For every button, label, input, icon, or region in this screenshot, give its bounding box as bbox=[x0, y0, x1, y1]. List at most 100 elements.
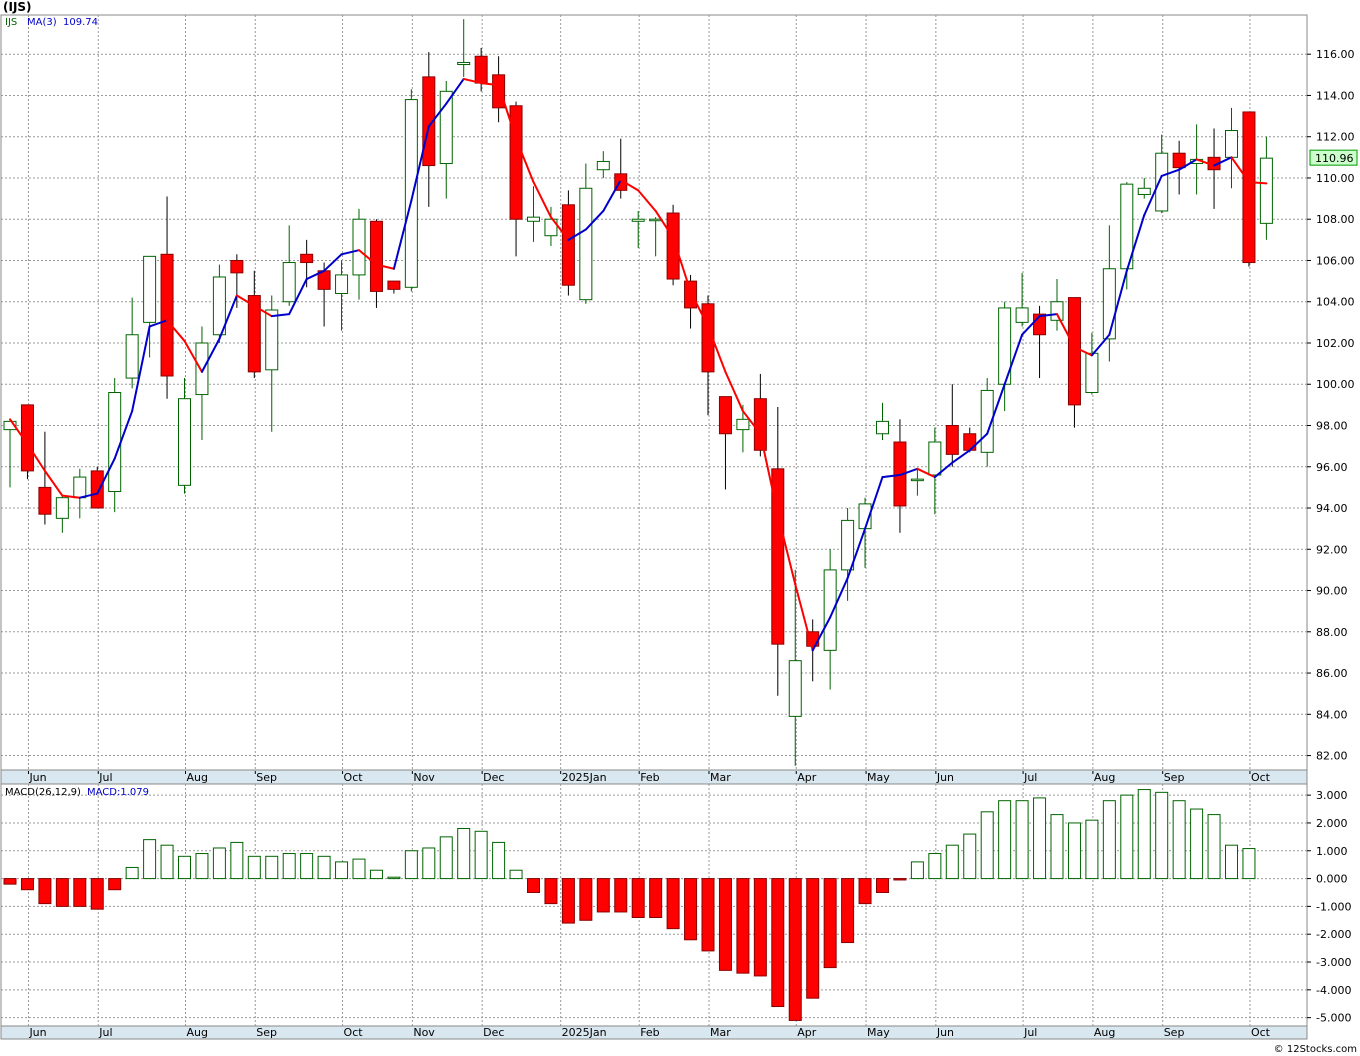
macd-bar-positive bbox=[457, 828, 471, 880]
price-panel: 82.00 84.00 86.00 88.00 90.00 92.00 94.00 96.00… bbox=[0, 14, 1355, 771]
macd-bar-positive bbox=[509, 869, 523, 880]
candle-up bbox=[631, 218, 645, 222]
candle-up bbox=[841, 519, 855, 571]
ma3-segment bbox=[1090, 333, 1111, 357]
month-label: Mar bbox=[710, 771, 731, 784]
macd-bar-positive bbox=[492, 841, 506, 880]
candle-down bbox=[300, 253, 314, 264]
macd-bar-negative bbox=[823, 878, 837, 969]
price-tick-label: 110.00 bbox=[1316, 172, 1355, 185]
candle-up bbox=[788, 660, 802, 717]
ma3-segment bbox=[1160, 168, 1181, 177]
macd-bar-negative bbox=[649, 878, 663, 919]
month-label-bottom: Feb bbox=[640, 1026, 659, 1039]
month-label-bottom: Nov bbox=[413, 1026, 435, 1039]
candle-up bbox=[1137, 187, 1151, 195]
ma3-segment bbox=[26, 443, 46, 472]
macd-bar-positive bbox=[317, 855, 331, 880]
ma3-segment bbox=[375, 263, 395, 270]
price-tick-label: 92.00 bbox=[1316, 543, 1348, 556]
month-label: 2025Jan bbox=[562, 771, 607, 784]
ma3-segment bbox=[951, 449, 971, 464]
ma3-segment bbox=[1230, 156, 1250, 184]
ma3-segment bbox=[1108, 269, 1128, 336]
ma3-segment bbox=[602, 179, 622, 212]
candle-up bbox=[3, 420, 17, 431]
month-label: Jul bbox=[1023, 771, 1037, 784]
macd-bar-positive bbox=[282, 853, 296, 880]
ma3-segment bbox=[427, 102, 448, 128]
macd-bar-negative bbox=[771, 878, 785, 1008]
ma3-segment bbox=[113, 410, 134, 460]
macd-bar-negative bbox=[631, 878, 645, 919]
candle-up bbox=[439, 90, 453, 165]
candle-up bbox=[579, 187, 593, 301]
macd-bar-negative bbox=[561, 878, 575, 924]
macd-bar-negative bbox=[579, 878, 593, 921]
candle-up bbox=[212, 276, 226, 336]
price-tick-label: 106.00 bbox=[1316, 254, 1355, 267]
month-label-bottom: 2025Jan bbox=[562, 1026, 607, 1039]
ma3-segment bbox=[637, 189, 657, 212]
ma3-segment bbox=[270, 313, 291, 318]
ma3-segment bbox=[1143, 174, 1163, 217]
month-label: Nov bbox=[413, 771, 435, 784]
candle-up bbox=[457, 61, 471, 66]
ma3-segment bbox=[741, 410, 762, 435]
ma3-segment bbox=[654, 209, 675, 239]
macd-tick-label: -2.000 bbox=[1316, 928, 1351, 941]
legend-ma-label: MA(3) bbox=[27, 17, 57, 28]
macd-bar-positive bbox=[1015, 800, 1029, 880]
ma3-segment bbox=[1125, 214, 1146, 272]
candle-down bbox=[753, 398, 767, 451]
ma3-segment bbox=[898, 467, 919, 477]
month-axis-labels-bottom: Jun Jul Aug Sep Oct Nov Dec 2025Jan Feb Mar Apr May… bbox=[28, 1026, 1270, 1039]
candle-up bbox=[1085, 352, 1099, 393]
macd-panel: -5.000 -4.000 -3.000 -2.000 -1.000 0.000 1.000… bbox=[0, 783, 1351, 1027]
ma3-segment bbox=[549, 216, 570, 241]
ma3-segment bbox=[584, 209, 605, 231]
macd-bar-positive bbox=[1172, 800, 1186, 880]
candle-down bbox=[963, 433, 977, 451]
ma3-segment bbox=[933, 461, 954, 479]
macd-bar-positive bbox=[1067, 822, 1081, 880]
ma3-segment bbox=[1195, 158, 1216, 167]
candlestick-series bbox=[3, 19, 1273, 766]
candle-up bbox=[265, 309, 279, 371]
price-tick-label: 108.00 bbox=[1316, 213, 1355, 226]
macd-bar-positive bbox=[125, 866, 139, 880]
month-axis-strip-bottom bbox=[0, 1025, 1308, 1040]
macd-legend-value: MACD:1.079 bbox=[87, 787, 149, 798]
last-price-box bbox=[1309, 149, 1358, 166]
month-label: Apr bbox=[797, 771, 817, 784]
month-label: Aug bbox=[187, 771, 208, 784]
price-tick-label: 86.00 bbox=[1316, 667, 1348, 680]
macd-bar-positive bbox=[945, 844, 959, 880]
ma3-segment bbox=[986, 383, 1006, 435]
ma3-segment bbox=[619, 179, 640, 192]
ma3-segment bbox=[480, 82, 500, 87]
month-label-bottom: Jul bbox=[1023, 1026, 1037, 1039]
candle-up bbox=[125, 334, 139, 379]
month-label-bottom: Oct bbox=[344, 1026, 364, 1039]
macd-bar-positive bbox=[143, 839, 157, 880]
macd-bar-negative bbox=[73, 878, 87, 907]
candle-up bbox=[55, 497, 69, 519]
month-label-bottom: Oct bbox=[1251, 1026, 1271, 1039]
ma3-segment bbox=[148, 319, 169, 328]
ma3-segment bbox=[183, 339, 203, 373]
macd-bar-positive bbox=[265, 855, 279, 880]
candle-down bbox=[684, 280, 698, 309]
price-tick-label: 116.00 bbox=[1316, 48, 1355, 61]
macd-bar-negative bbox=[876, 878, 889, 893]
ma3-segment bbox=[392, 199, 413, 270]
month-label: Aug bbox=[1094, 771, 1115, 784]
month-label: Oct bbox=[344, 771, 364, 784]
ma3-segment bbox=[445, 77, 465, 105]
macd-bar-positive bbox=[352, 858, 366, 880]
macd-bar-negative bbox=[736, 878, 750, 974]
candle-down bbox=[247, 295, 261, 373]
candle-up bbox=[910, 478, 924, 482]
candle-up bbox=[876, 420, 889, 435]
macd-bar-positive bbox=[1102, 800, 1116, 880]
